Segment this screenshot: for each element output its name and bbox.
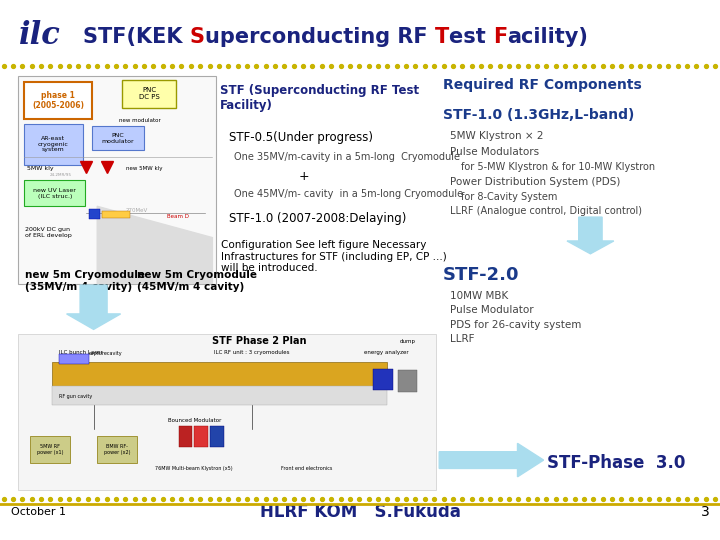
Text: new 5m Cryomodule
(35MV/m 4 cavity): new 5m Cryomodule (35MV/m 4 cavity): [25, 270, 145, 292]
Text: phase 1
(2005-2006): phase 1 (2005-2006): [32, 91, 84, 110]
Text: new UV Laser
(ILC struc.): new UV Laser (ILC struc.): [33, 188, 76, 199]
Polygon shape: [66, 285, 121, 329]
FancyBboxPatch shape: [18, 76, 216, 284]
FancyBboxPatch shape: [373, 369, 393, 390]
Text: 5MW Klystron × 2: 5MW Klystron × 2: [450, 131, 544, 141]
Text: ILC bunch Laser: ILC bunch Laser: [59, 349, 103, 355]
FancyBboxPatch shape: [92, 126, 144, 150]
FancyBboxPatch shape: [24, 180, 85, 206]
Text: 76MW Multi-beam Klystron (x5): 76MW Multi-beam Klystron (x5): [155, 465, 233, 471]
Text: capturecavity: capturecavity: [89, 351, 122, 356]
Text: for 5-MW Klystron & for 10-MW Klystron: for 5-MW Klystron & for 10-MW Klystron: [461, 162, 655, 172]
Text: HLRF KOM   S.Fukuda: HLRF KOM S.Fukuda: [260, 503, 460, 521]
Text: est: est: [449, 26, 492, 47]
Text: October 1: October 1: [11, 507, 66, 517]
FancyBboxPatch shape: [18, 334, 436, 490]
FancyBboxPatch shape: [52, 362, 387, 386]
Text: dump: dump: [400, 339, 415, 344]
Polygon shape: [567, 217, 613, 254]
Text: 270MeV: 270MeV: [126, 208, 148, 213]
Text: 3: 3: [701, 505, 709, 519]
Text: acility): acility): [507, 26, 588, 47]
FancyBboxPatch shape: [89, 209, 100, 219]
FancyBboxPatch shape: [52, 386, 387, 405]
Text: ILC RF unit : 3 cryomodules: ILC RF unit : 3 cryomodules: [215, 349, 289, 355]
Text: Beam D: Beam D: [167, 213, 189, 219]
Text: F: F: [492, 26, 507, 47]
Text: STF-Phase  3.0: STF-Phase 3.0: [547, 454, 685, 472]
Polygon shape: [97, 206, 212, 284]
Text: Pulse Modulator: Pulse Modulator: [450, 305, 534, 315]
Text: BMW RF-
power (x2): BMW RF- power (x2): [104, 444, 130, 455]
Text: RF gun cavity: RF gun cavity: [59, 394, 92, 399]
FancyBboxPatch shape: [210, 426, 224, 447]
FancyBboxPatch shape: [24, 124, 83, 165]
FancyBboxPatch shape: [398, 370, 417, 392]
Text: 5MW RF
power (x1): 5MW RF power (x1): [37, 444, 63, 455]
Text: Power Distribution System (PDS): Power Distribution System (PDS): [450, 177, 621, 187]
Text: PDS for 26-cavity system: PDS for 26-cavity system: [450, 320, 581, 330]
Text: LLRF (Analogue control, Digital control): LLRF (Analogue control, Digital control): [450, 206, 642, 217]
Text: STF-1.0 (1.3GHz,L-band): STF-1.0 (1.3GHz,L-band): [443, 108, 634, 122]
Text: Required RF Components: Required RF Components: [443, 78, 642, 92]
Text: new 5MW kly: new 5MW kly: [126, 166, 163, 171]
Text: new 5m Cryomodule
(45MV/m 4 cavity): new 5m Cryomodule (45MV/m 4 cavity): [137, 270, 257, 292]
Text: STF (Superconducting RF Test
Facility): STF (Superconducting RF Test Facility): [220, 84, 419, 112]
Text: STF-0.5(Under progress): STF-0.5(Under progress): [229, 131, 373, 144]
FancyBboxPatch shape: [97, 436, 137, 463]
Text: Bounced Modulator: Bounced Modulator: [168, 417, 221, 423]
Text: for 8-Cavity System: for 8-Cavity System: [461, 192, 557, 202]
Text: Configuration See left figure Necessary
Infrastructures for STF (including EP, C: Configuration See left figure Necessary …: [221, 240, 447, 273]
Text: PNC
modulator: PNC modulator: [102, 133, 135, 144]
Text: STF-1.0 (2007-2008:Delaying): STF-1.0 (2007-2008:Delaying): [229, 212, 406, 225]
FancyBboxPatch shape: [122, 80, 176, 108]
Text: uperconducting RF: uperconducting RF: [204, 26, 434, 47]
Text: One 45MV/m- cavity  in a 5m-long Cryomodule: One 45MV/m- cavity in a 5m-long Cryomodu…: [234, 189, 463, 199]
Text: AR-east
cryogenic
system: AR-east cryogenic system: [38, 136, 68, 152]
Text: +: +: [299, 170, 310, 183]
FancyBboxPatch shape: [102, 211, 130, 218]
Text: STF Phase 2 Plan: STF Phase 2 Plan: [212, 336, 307, 346]
Text: Front end electronics: Front end electronics: [281, 465, 332, 471]
FancyBboxPatch shape: [59, 354, 89, 364]
Text: 24.2MR/95: 24.2MR/95: [50, 173, 72, 178]
FancyBboxPatch shape: [179, 426, 192, 447]
Text: One 35MV/m-cavity in a 5m-long  Cryomodule: One 35MV/m-cavity in a 5m-long Cryomodul…: [234, 152, 460, 163]
Text: STF-2.0: STF-2.0: [443, 266, 519, 284]
Text: STF(KEK: STF(KEK: [83, 26, 189, 47]
Text: 200kV DC gun
of ERL develop: 200kV DC gun of ERL develop: [25, 227, 72, 238]
FancyBboxPatch shape: [194, 426, 208, 447]
Text: LLRF: LLRF: [450, 334, 474, 345]
Text: 10MW MBK: 10MW MBK: [450, 291, 508, 301]
Text: 5MW kly: 5MW kly: [27, 166, 54, 171]
Text: PNC
DC PS: PNC DC PS: [140, 87, 160, 100]
FancyBboxPatch shape: [30, 436, 70, 463]
Text: T: T: [434, 26, 449, 47]
Text: new modulator: new modulator: [119, 118, 161, 124]
Polygon shape: [439, 443, 544, 477]
Text: energy analyzer: energy analyzer: [364, 349, 408, 355]
FancyBboxPatch shape: [24, 82, 92, 119]
Text: S: S: [189, 26, 204, 47]
Text: Pulse Modulators: Pulse Modulators: [450, 147, 539, 157]
Text: ilc: ilc: [19, 19, 60, 51]
